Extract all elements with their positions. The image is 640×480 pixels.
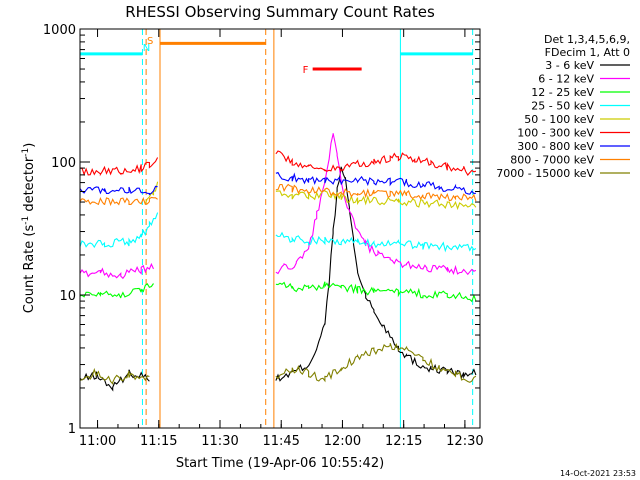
series-3 xyxy=(79,212,477,253)
series-0-line-1 xyxy=(275,166,477,382)
legend-label-5: 100 - 300 keV xyxy=(517,127,594,140)
series-4-line-0 xyxy=(144,181,159,204)
y-axis-label: Count Rate (s-1 detector-1) xyxy=(21,143,37,314)
series-3-line-1 xyxy=(275,231,477,253)
series-8 xyxy=(79,342,477,386)
legend-label-0: 3 - 6 keV xyxy=(545,59,594,72)
series-7 xyxy=(79,183,477,207)
y-tick-label-0: 1 xyxy=(68,422,76,437)
series-6-line-1 xyxy=(275,171,476,195)
y-tick-label-3: 1000 xyxy=(43,23,76,38)
series-2-line-0 xyxy=(79,282,154,299)
legend-label-4: 50 - 100 keV xyxy=(524,113,594,126)
y-axis-label-end: ) xyxy=(22,143,37,148)
series-1 xyxy=(79,133,477,280)
series-8-line-0 xyxy=(79,367,150,386)
series-2 xyxy=(79,281,477,303)
y-axis: 1 10 100 1000 xyxy=(43,23,480,437)
x-axis: 11:00 11:15 11:30 11:45 12:00 12:15 12:30 xyxy=(79,29,484,449)
chart-title: RHESSI Observing Summary Count Rates xyxy=(125,3,435,21)
series-1-line-1 xyxy=(275,133,477,276)
y-axis-label-mid: detector xyxy=(22,156,37,216)
series-7-line-1 xyxy=(275,183,477,202)
x-tick-label-3: 11:45 xyxy=(262,434,299,449)
x-tick-label-0: 11:00 xyxy=(79,434,116,449)
plot-area: NS F xyxy=(79,29,477,428)
y-axis-label-sup1: -1 xyxy=(21,216,31,225)
status-bar-label-F: F xyxy=(303,65,309,76)
legend-label-7: 800 - 7000 keV xyxy=(510,154,594,167)
x-tick-label-6: 12:30 xyxy=(446,434,483,449)
legend-label-3: 25 - 50 keV xyxy=(531,100,594,113)
series-6 xyxy=(79,171,476,196)
series-4-line-1 xyxy=(275,189,477,211)
y-axis-label-sup2: -1 xyxy=(21,148,31,157)
x-tick-label-2: 11:30 xyxy=(201,434,238,449)
footer-timestamp: 14-Oct-2021 23:53 xyxy=(560,469,636,478)
series-3-line-0 xyxy=(79,212,159,249)
series-6-line-0 xyxy=(79,185,158,196)
series-5-line-1 xyxy=(275,150,477,176)
legend-label-2: 12 - 25 keV xyxy=(531,86,594,99)
y-axis-label-main: Count Rate (s xyxy=(22,225,37,314)
marker-label-S: S xyxy=(147,36,153,47)
series-5 xyxy=(79,150,477,177)
series-4 xyxy=(144,181,477,211)
legend-label-1: 6 - 12 keV xyxy=(538,73,594,86)
x-axis-label: Start Time (19-Apr-06 10:55:42) xyxy=(176,456,384,471)
legend-label-8: 7000 - 15000 keV xyxy=(496,167,594,180)
y-tick-label-1: 10 xyxy=(59,289,76,304)
legend-header-0: Det 1,3,4,5,6,9, xyxy=(544,33,630,46)
x-tick-label-5: 12:15 xyxy=(385,434,422,449)
series-2-line-1 xyxy=(275,281,477,303)
series-1-line-0 xyxy=(79,262,155,280)
series-0-line-0 xyxy=(79,369,150,392)
x-tick-label-1: 11:15 xyxy=(140,434,177,449)
series-5-line-0 xyxy=(79,157,159,177)
y-tick-label-2: 100 xyxy=(51,156,76,171)
marker-label-N: N xyxy=(143,43,150,54)
x-tick-label-4: 12:00 xyxy=(324,434,361,449)
series-7-line-0 xyxy=(79,196,158,207)
legend: Det 1,3,4,5,6,9,FDecim 1, Att 03 - 6 keV… xyxy=(496,33,630,180)
series-0 xyxy=(79,166,477,392)
legend-label-6: 300 - 800 keV xyxy=(517,140,594,153)
series-8-line-1 xyxy=(275,342,477,383)
plot-frame xyxy=(79,28,481,429)
legend-header-1: FDecim 1, Att 0 xyxy=(545,46,630,59)
